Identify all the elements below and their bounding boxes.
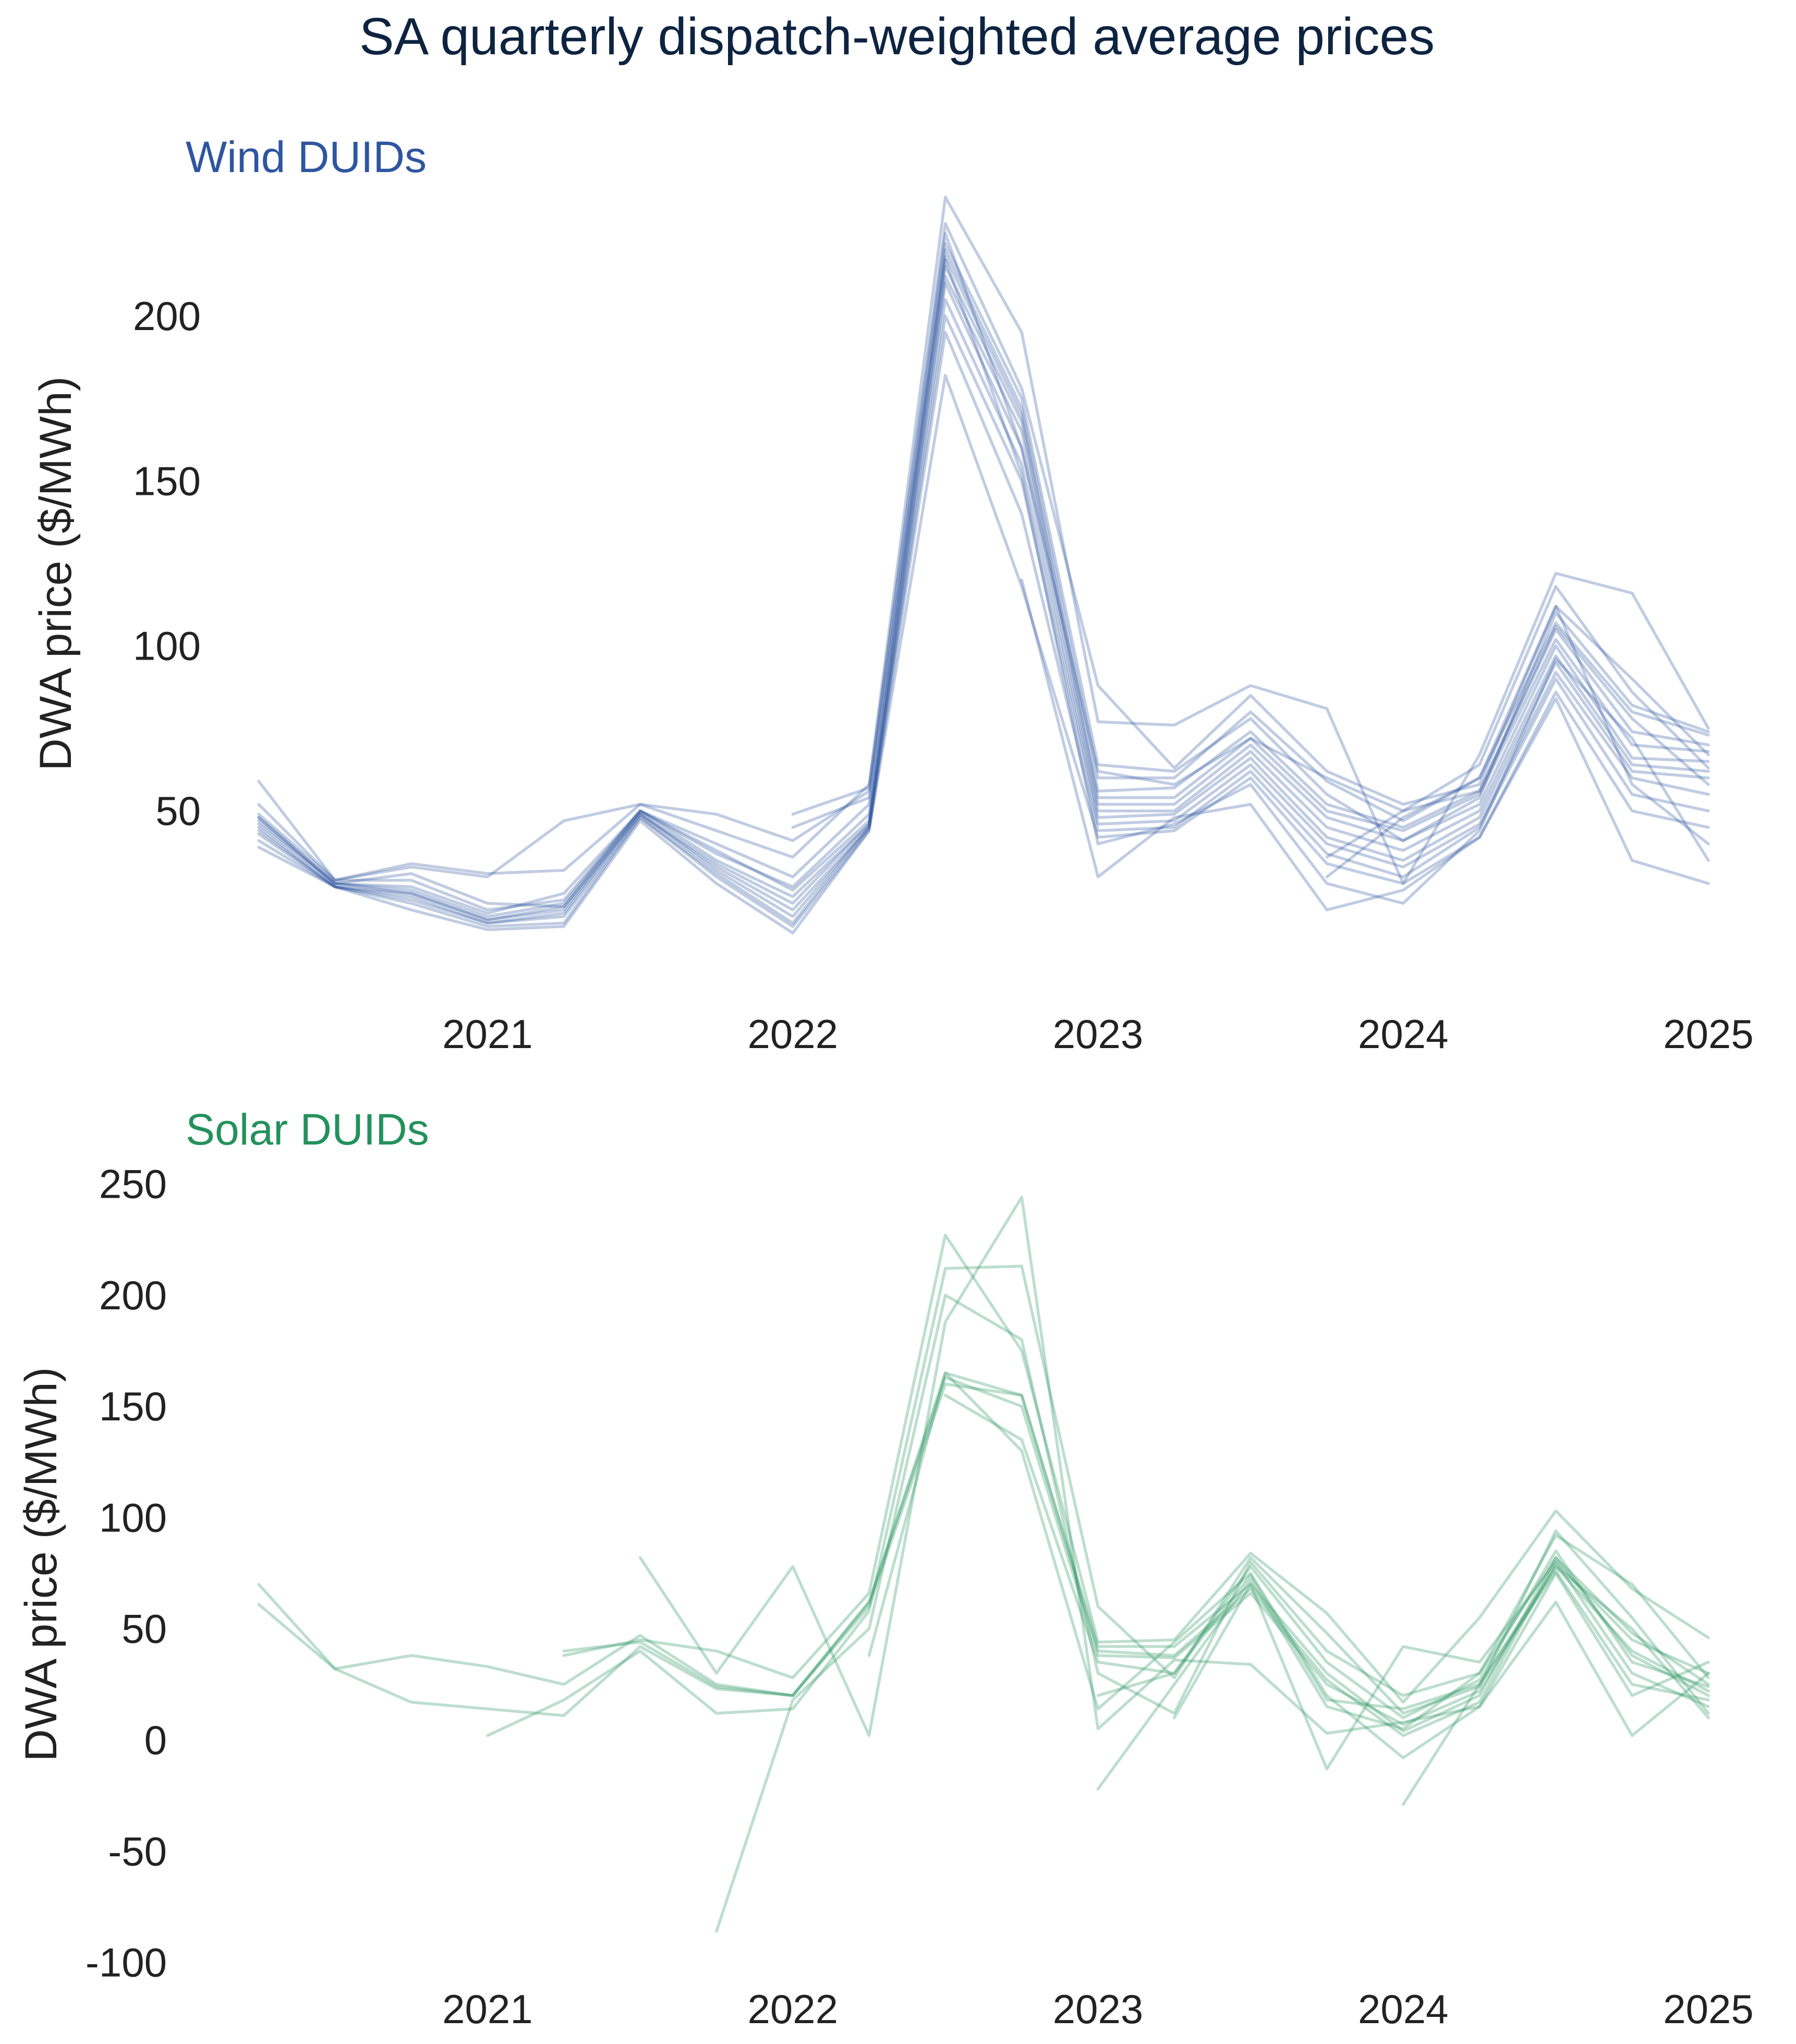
solar-series-line [867, 1371, 1710, 1759]
wind-y-tick-label: 150 [133, 458, 201, 504]
solar-y-tick-label: 200 [99, 1272, 167, 1318]
wind-x-tick-label: 2021 [442, 1011, 533, 1057]
wind-series-line [257, 241, 1710, 908]
solar-panel: Solar DUIDs DWA price ($/MWh) 250 200 150 1… [16, 1105, 1754, 2032]
solar-series-line [562, 1233, 1710, 1704]
solar-series-line [257, 1382, 1710, 1737]
wind-series-line [257, 255, 1710, 915]
wind-y-axis-label: DWA price ($/MWh) [31, 376, 81, 771]
solar-series-line [1096, 1570, 1710, 1711]
wind-series-line [1325, 585, 1710, 859]
wind-y-ticks: 50 100 150 200 [133, 293, 201, 834]
wind-series-line [257, 265, 1710, 918]
solar-series-line [1096, 1556, 1710, 1791]
solar-y-tick-label: -100 [86, 1940, 167, 1986]
solar-series-line [1173, 1560, 1710, 1771]
wind-series-line [257, 281, 1710, 921]
wind-series-lines [257, 196, 1710, 935]
figure-title: SA quarterly dispatch-weighted average p… [359, 7, 1435, 66]
solar-x-tick-label: 2025 [1663, 1986, 1754, 2032]
wind-x-tick-label: 2023 [1053, 1011, 1144, 1057]
wind-series-line [257, 374, 1710, 935]
wind-series-line [257, 314, 1710, 925]
wind-series-line [791, 232, 1710, 816]
solar-y-axis-label: DWA price ($/MWh) [16, 1367, 66, 1762]
solar-x-tick-label: 2024 [1358, 1986, 1449, 2032]
wind-panel-title: Wind DUIDs [186, 132, 427, 181]
wind-series-line [791, 258, 1710, 905]
solar-x-ticks: 2021 2022 2023 2024 2025 [442, 1986, 1754, 2032]
solar-panel-title: Solar DUIDs [186, 1105, 429, 1154]
wind-panel: Wind DUIDs DWA price ($/MWh) 50 100 150 200… [31, 132, 1754, 1057]
solar-y-tick-label: 0 [144, 1717, 167, 1763]
wind-series-line [257, 222, 1710, 882]
wind-x-ticks: 2021 2022 2023 2024 2025 [442, 1011, 1754, 1057]
wind-x-tick-label: 2024 [1358, 1011, 1449, 1057]
solar-series-line [257, 1371, 1710, 1733]
wind-series-line [257, 298, 1710, 925]
solar-series-line [486, 1264, 1710, 1737]
wind-y-tick-label: 100 [133, 623, 201, 669]
wind-series-line [257, 275, 1710, 921]
solar-series-lines [257, 1196, 1710, 1933]
solar-y-tick-label: 150 [99, 1383, 167, 1429]
solar-y-tick-label: 100 [99, 1494, 167, 1540]
solar-x-tick-label: 2022 [747, 1986, 838, 2032]
solar-series-line [715, 1294, 1710, 1933]
wind-y-tick-label: 50 [155, 788, 201, 834]
wind-series-line [1020, 578, 1710, 911]
solar-series-line [944, 1394, 1710, 1720]
solar-series-line [1401, 1565, 1710, 1806]
solar-x-tick-label: 2023 [1053, 1986, 1144, 2032]
solar-y-tick-label: -50 [108, 1828, 167, 1874]
solar-y-ticks: 250 200 150 100 50 0 -50 -100 [86, 1161, 167, 1986]
solar-series-line [638, 1196, 1710, 1737]
solar-y-tick-label: 250 [99, 1161, 167, 1207]
solar-y-tick-label: 50 [122, 1606, 167, 1652]
wind-series-line [257, 248, 1710, 911]
solar-series-line [562, 1376, 1710, 1726]
wind-x-tick-label: 2022 [747, 1011, 838, 1057]
wind-series-line [257, 331, 1710, 928]
wind-series-line [1325, 605, 1710, 879]
wind-series-line [257, 196, 1710, 885]
wind-y-tick-label: 200 [133, 293, 201, 339]
wind-x-tick-label: 2025 [1663, 1011, 1754, 1057]
solar-x-tick-label: 2021 [442, 1986, 533, 2032]
